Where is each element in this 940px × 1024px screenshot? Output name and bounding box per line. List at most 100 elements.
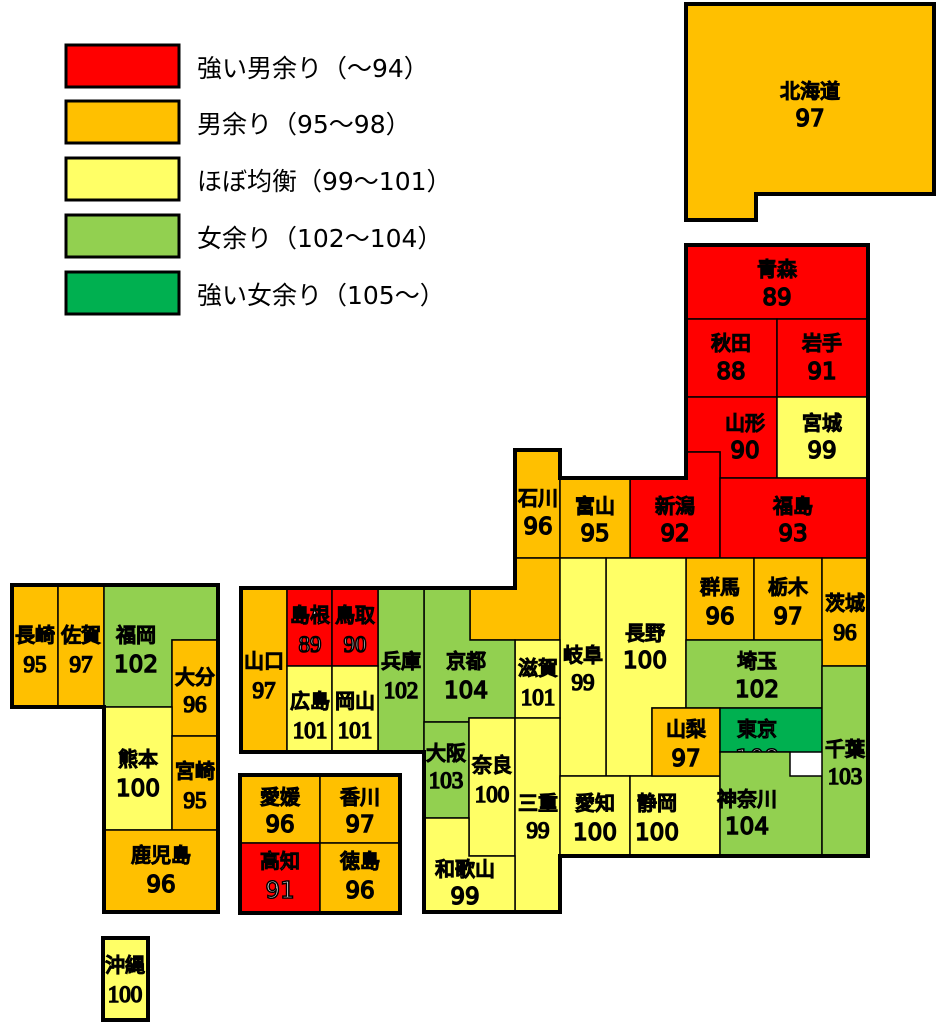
prefecture-osaka: 大阪 103	[423, 721, 470, 819]
region-shape	[776, 318, 869, 398]
prefecture-iwate: 岩手 91	[776, 318, 869, 398]
region-shape	[514, 639, 561, 719]
region-shape	[685, 557, 755, 641]
prefecture-kanagawa: 神奈川 104	[716, 751, 823, 857]
prefecture-value: 91	[807, 359, 836, 385]
legend-item-female: 女余り（102～104）	[64, 213, 442, 259]
prefecture-value: 103	[429, 768, 464, 793]
prefecture-fukushima: 福島 93	[719, 477, 869, 559]
prefecture-name: 群馬	[700, 575, 740, 599]
region-shape	[239, 842, 321, 914]
prefecture-aomori: 青森 89	[685, 244, 869, 320]
legend-swatch	[64, 270, 181, 316]
prefecture-name: 福島	[773, 494, 813, 518]
prefecture-name: 香川	[340, 785, 380, 809]
prefecture-name: 熊本	[118, 747, 158, 771]
prefecture-kochi: 高知 91	[239, 842, 321, 914]
region-shape	[11, 584, 59, 708]
prefecture-yamanashi: 山梨 97	[651, 707, 721, 777]
prefecture-hiroshima: 広島 101	[286, 665, 333, 753]
prefecture-name: 福岡	[116, 623, 156, 647]
legend-swatch	[64, 156, 181, 202]
legend-label: 女余り（102～104）	[197, 224, 442, 253]
prefecture-hyogo: 兵庫 102	[377, 587, 425, 753]
prefecture-okinawa: 沖縄 100	[102, 937, 149, 1021]
prefecture-name: 静岡	[637, 791, 677, 815]
prefecture-name: 広島	[290, 690, 330, 713]
prefecture-tochigi: 栃木 97	[753, 557, 823, 641]
prefecture-value: 96	[265, 812, 294, 838]
prefecture-name: 山口	[244, 650, 284, 673]
prefecture-name: 鳥取	[335, 604, 375, 627]
prefecture-value: 99	[527, 818, 550, 843]
legend-item-male: 男余り（95～98）	[64, 99, 411, 145]
prefecture-name: 愛知	[575, 791, 615, 815]
prefecture-shimane: 島根 89	[286, 587, 333, 667]
prefecture-name: 千葉	[825, 738, 865, 761]
prefecture-name: 京都	[446, 649, 486, 673]
prefecture-value: 102	[384, 678, 419, 703]
prefecture-name: 大分	[175, 666, 215, 689]
prefecture-value: 104	[725, 814, 769, 840]
prefecture-value: 89	[299, 632, 322, 657]
prefecture-name: 高知	[260, 849, 300, 873]
prefecture-name: 富山	[575, 494, 615, 518]
shikoku-outline	[238, 773, 402, 915]
prefecture-value: 100	[108, 982, 143, 1007]
prefecture-name: 三重	[518, 792, 558, 815]
prefecture-value: 101	[521, 685, 556, 710]
legend-label: 男余り（95～98）	[197, 110, 411, 139]
prefecture-name: 滋賀	[518, 657, 558, 680]
kyushu-outline	[10, 583, 220, 914]
prefecture-toyama: 富山 95	[559, 477, 631, 559]
prefecture-ehime: 愛媛 96	[239, 774, 321, 844]
region-shape	[719, 477, 869, 559]
region-shape	[719, 707, 823, 753]
prefecture-tokushima: 徳島 96	[319, 842, 401, 914]
region-shape	[821, 665, 869, 857]
prefecture-ibaraki: 茨城 96	[821, 557, 869, 667]
prefecture-value: 101	[338, 718, 373, 743]
prefecture-value: 97	[773, 604, 802, 630]
prefecture-value: 97	[345, 812, 374, 838]
prefecture-name: 茨城	[825, 592, 865, 615]
prefecture-name: 石川	[518, 486, 558, 510]
prefecture-gifu: 岐阜 99	[559, 557, 607, 777]
prefecture-value: 96	[184, 692, 207, 717]
prefecture-name: 山形	[725, 411, 765, 435]
prefecture-name: 佐賀	[61, 624, 101, 647]
prefecture-name: 岡山	[335, 690, 375, 713]
hokkaido-outline	[684, 2, 936, 222]
prefecture-value: 96	[834, 620, 857, 645]
region-shape	[286, 665, 333, 753]
prefecture-value: 99	[450, 884, 479, 910]
prefecture-value: 90	[730, 438, 759, 464]
prefecture-kumamoto: 熊本 100	[103, 706, 173, 831]
prefecture-yamaguchi: 山口 97	[240, 587, 288, 753]
region-shape	[821, 557, 869, 667]
prefecture-value: 104	[444, 678, 488, 704]
prefecture-name: 長崎	[15, 624, 55, 647]
legend-item-strong-female: 強い女余り（105～）	[64, 270, 445, 316]
prefecture-tottori: 鳥取 90	[331, 587, 379, 667]
prefecture-aichi: 愛知 100	[559, 775, 631, 857]
prefecture-value: 96	[523, 514, 552, 540]
region-shape	[651, 707, 721, 777]
prefecture-value: 92	[660, 521, 689, 547]
prefecture-name: 秋田	[711, 331, 751, 355]
legend-item-balance: ほぼ均衡（99～101）	[64, 156, 452, 202]
region-shape	[171, 639, 219, 737]
prefecture-value: 95	[24, 652, 47, 677]
prefecture-value: 96	[705, 604, 734, 630]
prefecture-name: 岐阜	[563, 644, 603, 667]
prefecture-nara: 奈良 100	[468, 717, 516, 857]
prefecture-value: 95	[580, 521, 609, 547]
prefecture-name: 和歌山	[435, 857, 495, 881]
prefecture-value: 101	[293, 718, 328, 743]
prefecture-value: 100	[623, 648, 667, 674]
prefecture-value: 102	[735, 677, 779, 703]
prefecture-value: 95	[184, 788, 207, 813]
prefecture-okayama: 岡山 101	[331, 665, 379, 753]
honshu-outline	[239, 243, 870, 914]
prefecture-name: 長野	[625, 621, 665, 645]
